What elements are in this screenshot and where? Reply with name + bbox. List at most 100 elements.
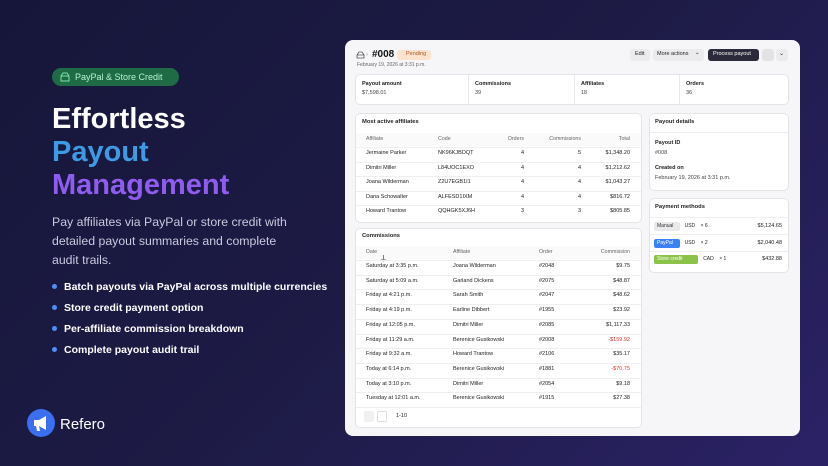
table-cell: 4 (577, 179, 581, 185)
column-header: Affiliate (453, 249, 471, 255)
row-divider (356, 407, 641, 408)
stat-value: 36 (686, 90, 693, 96)
status-text: Pending (406, 51, 427, 57)
method-name: Manual (657, 223, 674, 229)
brand-name: Refero (60, 416, 106, 433)
row-divider (356, 348, 641, 350)
field-value: February 19, 2026 at 3:31 p.m. (655, 175, 731, 181)
table-cell: Saturday at 5:09 a.m. (366, 277, 419, 284)
table-cell: 4 (520, 150, 524, 156)
table-cell: Garland Dickens (453, 277, 494, 284)
badge (52, 68, 179, 86)
stat-value: $7,598.01 (362, 90, 387, 96)
table-cell: #2054 (539, 380, 555, 387)
stat-value: 18 (581, 90, 588, 96)
row-divider (356, 147, 641, 148)
affiliates-card (355, 113, 642, 223)
bullet (52, 284, 57, 289)
breadcrumb-separator: › (366, 52, 368, 58)
table-header-bg (356, 133, 641, 146)
row-divider (356, 260, 641, 261)
bullet (52, 305, 57, 310)
bullet (52, 347, 57, 352)
prev-button[interactable] (762, 49, 774, 61)
page-prev (364, 411, 374, 422)
row-divider (356, 190, 641, 192)
table-cell: Friday at 4:19 p.m. (366, 307, 412, 314)
currency: USD (684, 223, 696, 229)
next-button[interactable] (776, 49, 788, 61)
column-header: Commission (600, 249, 630, 255)
back-icon[interactable] (356, 51, 365, 59)
field-value: #008 (655, 150, 668, 156)
stat-label: Orders (686, 81, 705, 87)
table-cell: Berenice Gusikowski (453, 365, 505, 372)
hero-title: Payout (52, 136, 149, 168)
table-cell: Friday at 11:29 a.m. (366, 336, 415, 343)
bullet (52, 326, 57, 331)
table-cell: Z2U7EGB1I1 (438, 179, 471, 185)
feature-item: Complete payout audit trail (64, 344, 200, 356)
table-cell: Berenice Gusikowski (453, 395, 505, 402)
table-cell: $1,212.62 (605, 164, 630, 171)
method-name: Store credit (657, 256, 683, 262)
card-title: Payment methods (655, 204, 705, 210)
row-divider (356, 377, 641, 379)
pagination-range: 1-10 (396, 413, 408, 419)
row-divider (356, 318, 641, 320)
edit-button[interactable] (630, 49, 650, 61)
column-header: Date (366, 249, 378, 255)
table-cell: $48.62 (613, 292, 630, 299)
process-payout-button[interactable] (708, 49, 759, 61)
table-cell: #1955 (539, 307, 555, 314)
table-cell: $805.85 (610, 208, 630, 214)
table-cell: Jermaine Parker (366, 150, 407, 156)
hero-description: Pay affiliates via PayPal or store credi… (52, 215, 287, 267)
table-cell: Joana Wilderman (453, 263, 496, 269)
table-cell: Joana Wilderman (366, 179, 409, 185)
table-cell: 4 (520, 179, 524, 185)
table-cell: 5 (577, 150, 581, 156)
table-cell: $27.38 (613, 395, 630, 402)
column-header: Code (438, 136, 451, 142)
field-label: Created on (655, 165, 684, 171)
table-cell: $1,348.20 (605, 150, 630, 156)
feature-item: Batch payouts via PayPal across multiple… (64, 281, 328, 293)
stat-divider (679, 75, 680, 104)
commissions-card (355, 228, 642, 428)
column-header: Commissions (549, 136, 581, 142)
chevron: ⌄ (695, 50, 700, 56)
table-cell: Today at 6:14 p.m. (366, 365, 412, 372)
method-pill (654, 222, 680, 231)
method-name: PayPal (657, 239, 673, 246)
more-actions-button[interactable] (653, 49, 704, 61)
more-actions-text: More actions (657, 51, 689, 57)
badge-icon (60, 72, 70, 82)
stat-divider (468, 75, 469, 104)
currency: CAD (703, 256, 714, 262)
table-cell: QQHGK5XJ6H (438, 208, 475, 214)
divider (650, 217, 788, 218)
row-divider (356, 205, 641, 206)
status-badge (397, 50, 431, 60)
table-header-bg (356, 246, 641, 259)
table-cell: 3 (520, 208, 524, 214)
table-cell: Earline Dibbert (453, 307, 490, 314)
table-cell: $35.17 (613, 351, 630, 358)
table-cell: #2008 (539, 336, 555, 343)
divider (650, 234, 788, 235)
table-cell: Friday at 4:21 p.m. (366, 292, 412, 299)
table-cell: $9.75 (616, 263, 630, 269)
table-cell: Saturday at 3:35 p.m. (366, 263, 419, 269)
table-cell: $1,117.33 (605, 321, 630, 328)
divider (650, 132, 788, 133)
table-cell: 4 (520, 193, 524, 200)
brand-logo (27, 409, 55, 437)
row-divider (356, 333, 641, 335)
table-cell: Friday at 12:05 p.m. (366, 321, 415, 328)
table-cell: 4 (577, 164, 581, 171)
table-cell: $9.18 (616, 380, 630, 387)
table-cell: ALFESD1IXM (438, 193, 473, 200)
table-cell: $1,043.27 (605, 179, 630, 185)
